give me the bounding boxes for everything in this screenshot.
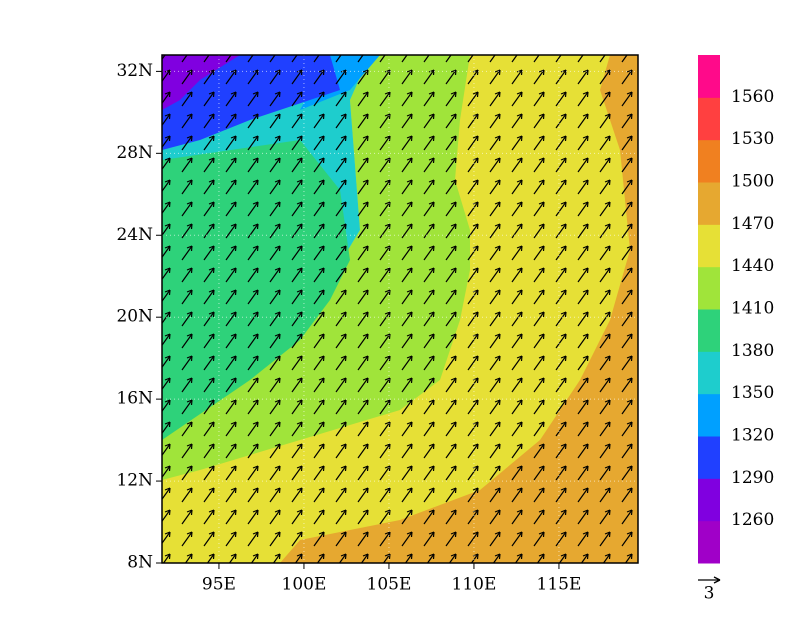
reference-arrowhead [713, 576, 721, 584]
colorbar-label: 1320 [731, 426, 774, 446]
y-tick-label: 16N [116, 389, 153, 409]
colorbar-box [698, 97, 720, 141]
x-tick-label: 105E [367, 575, 412, 595]
colorbar-box [698, 182, 720, 225]
colorbar-box [698, 266, 720, 310]
colorbar-label: 1530 [731, 129, 774, 149]
y-tick-label: 28N [116, 143, 153, 163]
reference-vector: 3 [698, 576, 721, 604]
colorbar-label: 1440 [731, 256, 774, 276]
x-tick-label: 115E [537, 575, 582, 595]
colorbar-label: 1470 [731, 214, 774, 234]
y-tick-label: 32N [116, 61, 153, 81]
map-frame [161, 54, 639, 564]
field [162, 55, 638, 563]
axes: 95E 100E 105E 110E 115E 8N 12N 16N 20N 24N 28N 32N [116, 61, 581, 595]
colorbar-label: 1500 [731, 172, 774, 192]
colorbar-label: 1350 [731, 383, 774, 403]
colorbar-box [698, 393, 720, 437]
colorbar-box [698, 436, 720, 479]
x-tick-label: 110E [452, 575, 497, 595]
colorbar-box [698, 478, 720, 522]
colorbar-box [698, 520, 720, 564]
y-tick-label: 8N [127, 553, 153, 573]
y-tick-label: 20N [116, 307, 153, 327]
colorbar-box [698, 139, 720, 183]
y-tick-label: 24N [116, 225, 153, 245]
colorbar-box [698, 55, 720, 98]
colorbar-label: 1260 [731, 510, 774, 530]
colorbar-box [698, 351, 720, 395]
colorbar-label: 1380 [731, 341, 774, 361]
x-tick-label: 100E [282, 575, 327, 595]
colorbar-label: 1560 [731, 87, 774, 107]
colorbar: 1260 1290 1320 1350 1380 1410 1440 1470 1500 1530… [698, 55, 774, 564]
y-tick-label: 12N [116, 471, 153, 491]
colorbar-box [698, 309, 720, 352]
colorbar-box [698, 224, 720, 268]
colorbar-label: 1290 [731, 468, 774, 488]
wind-vectors [162, 55, 638, 563]
colorbar-label: 1410 [731, 299, 774, 319]
x-tick-label: 95E [202, 575, 236, 595]
reference-label: 3 [704, 584, 715, 604]
